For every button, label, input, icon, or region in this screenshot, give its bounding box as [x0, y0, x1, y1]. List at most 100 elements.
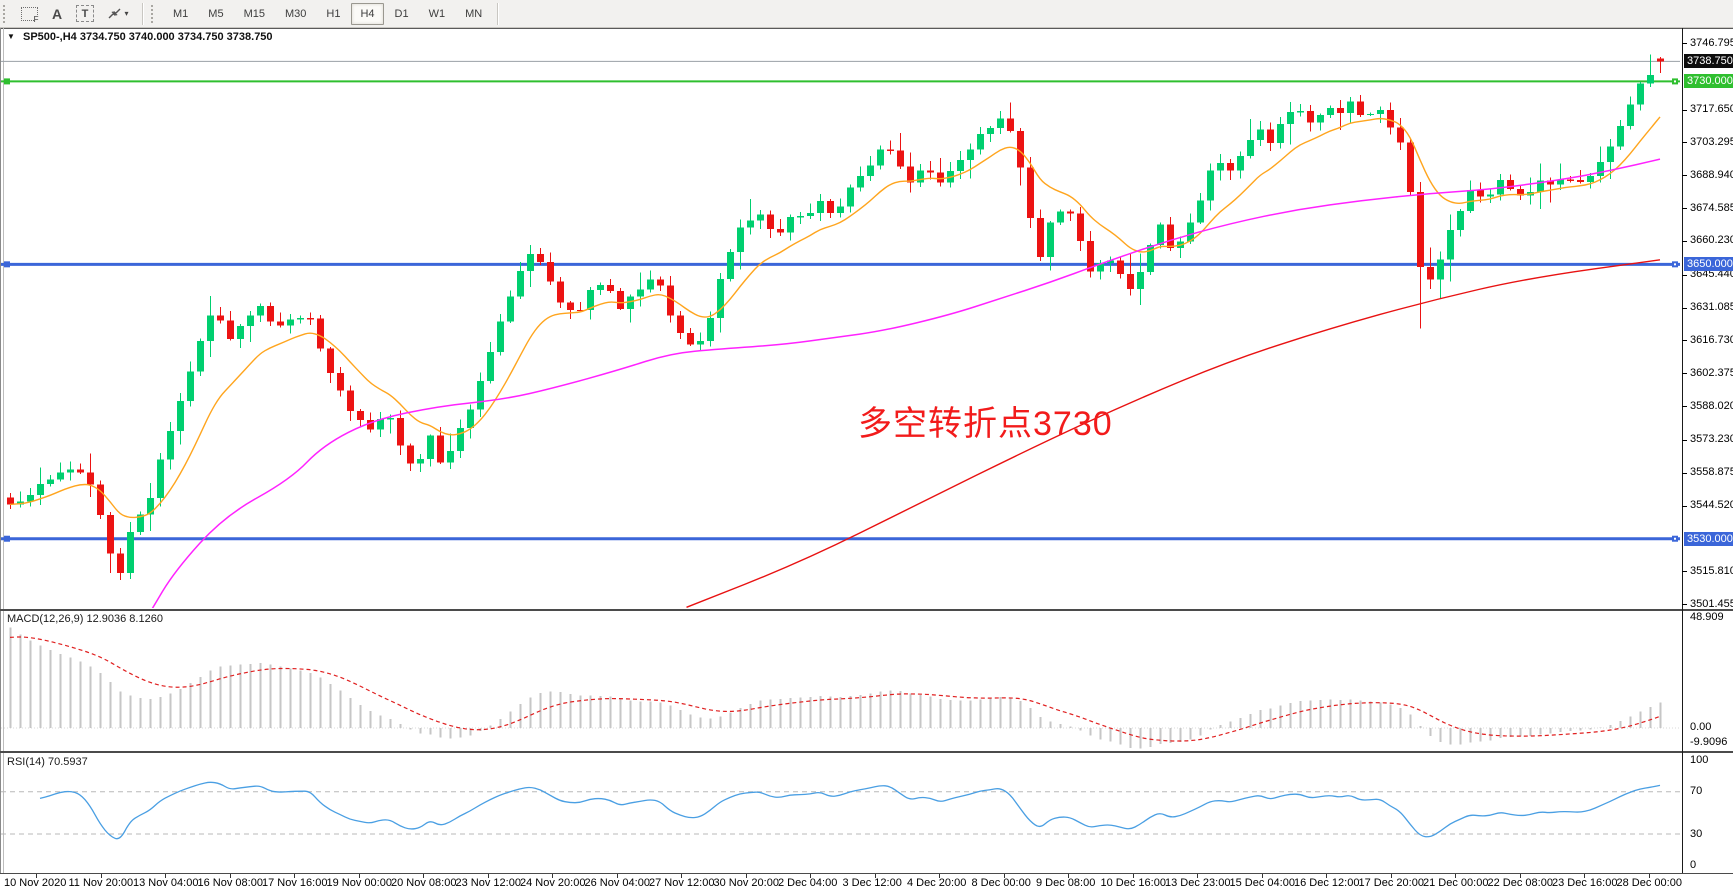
- chart-canvas[interactable]: [0, 28, 1682, 873]
- timeframe-button-M5[interactable]: M5: [208, 7, 224, 20]
- time-axis-label: 10 Nov 2020: [4, 877, 67, 889]
- time-axis-label: 26 Nov 04:00: [584, 877, 650, 889]
- chart-left-edge-inner: [3, 28, 4, 873]
- toolbar-drag-handle-2[interactable]: [151, 4, 159, 23]
- macd-histogram: [9, 627, 1662, 749]
- rsi-axis-label: 0: [1690, 859, 1697, 872]
- price-tick: [1682, 472, 1687, 474]
- price-tick-label: 3674.585: [1690, 201, 1733, 214]
- toolbar-separator-2: [497, 2, 499, 25]
- price-tick: [1682, 43, 1687, 44]
- time-axis-tick: [358, 874, 360, 878]
- time-axis-tick: [1455, 874, 1456, 878]
- price-tick-label: 3544.520: [1690, 499, 1733, 512]
- timeframe-button-H1[interactable]: H1: [326, 7, 341, 20]
- toolbar-drag-handle[interactable]: [3, 4, 11, 23]
- time-axis-label: 16 Dec 12:00: [1294, 877, 1360, 889]
- time-axis-label: 27 Nov 12:00: [649, 877, 715, 889]
- time-axis-label: 23 Dec 16:00: [1552, 877, 1618, 889]
- time-axis-label: 17 Dec 20:00: [1358, 877, 1424, 889]
- time-axis-tick: [810, 874, 811, 878]
- price-tick: [1682, 208, 1687, 210]
- symbol-dropdown-icon[interactable]: ▼: [7, 32, 15, 41]
- time-axis-tick: [1261, 874, 1263, 878]
- price-tick-label: 3501.455: [1690, 597, 1733, 610]
- rsi-axis-label: 30: [1690, 827, 1703, 840]
- timeframes-group: M1 M5 M15 M30 H1 H4 D1 W1 MN: [163, 0, 492, 27]
- macd-panel-layer: [1, 627, 1680, 749]
- grid-f-button[interactable]: F: [16, 3, 42, 25]
- rsi-label: RSI(14) 70.5937: [7, 756, 88, 768]
- time-axis-tick: [100, 874, 102, 878]
- price-tick-label: 3515.810: [1690, 564, 1733, 577]
- time-axis-label: 13 Nov 04:00: [133, 877, 199, 889]
- price-tick: [1682, 142, 1687, 144]
- time-axis-tick: [552, 874, 553, 878]
- time-axis-label: 3 Dec 12:00: [842, 877, 902, 889]
- price-tick-label: 3573.230: [1690, 433, 1733, 446]
- macd-name: MACD(12,26,9): [7, 613, 84, 625]
- rsi-panel-layer: [1, 781, 1680, 840]
- time-axis-label: 13 Dec 23:00: [1165, 877, 1231, 889]
- grid-f-icon: F: [20, 6, 39, 24]
- timeframe-button-H4[interactable]: H4: [351, 2, 384, 25]
- time-axis-label: 17 Nov 16:00: [262, 877, 328, 889]
- macd-axis-label: -9.9096: [1690, 736, 1728, 748]
- time-axis-label: 16 Nov 08:00: [197, 877, 263, 889]
- timeframe-button-D1[interactable]: D1: [394, 7, 409, 20]
- ohlc-values: 3734.750 3740.000 3734.750 3738.750: [79, 31, 273, 43]
- time-axis-tick: [423, 874, 424, 878]
- toolbar: F A T ▾ M1 M5 M15 M30 H1 H4 D1 W1 MN: [0, 0, 1733, 28]
- price-tick: [1682, 340, 1687, 342]
- timeframe-button-W1[interactable]: W1: [428, 7, 446, 20]
- time-axis-tick: [745, 874, 747, 878]
- price-tick-label: 3746.795: [1690, 36, 1733, 49]
- dropdown-caret-icon: ▾: [124, 9, 129, 18]
- arrows-tool-icon: [108, 8, 121, 19]
- price-tick: [1682, 505, 1687, 507]
- timeframe-button-M30[interactable]: M30: [284, 7, 307, 20]
- price-tag-3738.750: 3738.750: [1684, 54, 1733, 69]
- chart-title: ▼ SP500-,H4 3734.750 3740.000 3734.750 3…: [7, 31, 273, 43]
- time-axis-tick: [36, 874, 37, 878]
- time-axis-label: 10 Dec 16:00: [1100, 877, 1166, 889]
- main-macd-divider[interactable]: [0, 609, 1733, 611]
- price-tick-label: 3703.295: [1690, 135, 1733, 148]
- time-axis-tick: [939, 874, 940, 878]
- price-tick: [1682, 373, 1687, 375]
- timeframe-button-M1[interactable]: M1: [173, 7, 189, 20]
- macd-label: MACD(12,26,9) 12.9036 8.1260: [7, 613, 163, 625]
- price-tick: [1682, 240, 1687, 242]
- label-a-button[interactable]: A: [44, 3, 70, 25]
- time-axis-tick: [681, 874, 682, 878]
- macd-axis-label: 0.00: [1690, 721, 1712, 733]
- candles-layer: [7, 54, 1664, 581]
- time-axis-label: 28 Dec 00:00: [1616, 877, 1682, 889]
- drawing-tools-group: F A T ▾: [15, 0, 137, 27]
- price-tag-3650.000: 3650.000: [1684, 257, 1733, 272]
- text-t-button[interactable]: T: [72, 3, 98, 25]
- time-axis-tick: [1326, 874, 1327, 878]
- timeframe-button-M15[interactable]: M15: [243, 7, 265, 20]
- timeframe-button-MN[interactable]: MN: [465, 7, 483, 20]
- time-axis-label: 20 Nov 08:00: [391, 877, 457, 889]
- time-axis-tick: [487, 874, 489, 878]
- toolbar-separator: [142, 2, 143, 25]
- time-axis-tick: [1390, 874, 1392, 878]
- price-tick: [1682, 406, 1687, 408]
- price-tick-label: 3558.875: [1690, 466, 1733, 479]
- price-tag-3730.000: 3730.000: [1684, 74, 1733, 89]
- time-axis-label: 21 Dec 00:00: [1423, 877, 1489, 889]
- symbol-timeframe: SP500-,H4: [22, 31, 77, 43]
- time-axis-tick: [1003, 874, 1005, 878]
- price-tick-label: 3717.650: [1690, 103, 1733, 116]
- arrows-button[interactable]: ▾: [100, 3, 136, 25]
- time-axis-label: 4 Dec 20:00: [907, 877, 967, 889]
- price-tick-label: 3660.230: [1690, 234, 1733, 247]
- time-axis-tick: [1068, 874, 1069, 878]
- time-axis-tick: [1197, 874, 1198, 878]
- rsi-axis-label: 100: [1690, 753, 1709, 766]
- chart-left-edge: [0, 28, 1, 873]
- macd-rsi-divider[interactable]: [0, 751, 1733, 753]
